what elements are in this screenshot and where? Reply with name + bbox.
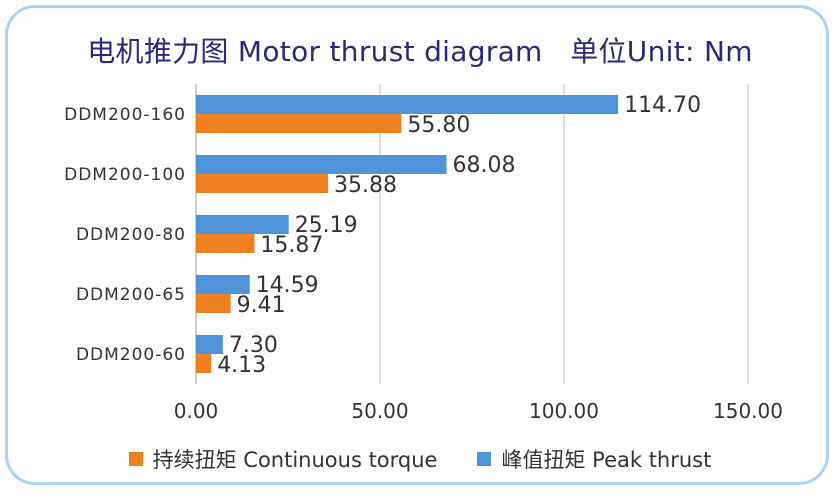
data-label-continuous: 9.41: [237, 293, 286, 318]
bar-peak: [196, 335, 223, 354]
legend: 持续扭矩 Continuous torque 峰值扭矩 Peak thrust: [0, 444, 840, 474]
bar-peak: [196, 215, 289, 234]
x-tick-label: 100.00: [529, 399, 599, 423]
bar-peak: [196, 95, 619, 114]
data-label-continuous: 15.87: [260, 233, 323, 258]
x-tick-label: 50.00: [351, 399, 408, 423]
legend-label-continuous: 持续扭矩 Continuous torque: [152, 448, 438, 472]
legend-label-peak: 峰值扭矩 Peak thrust: [501, 448, 712, 472]
bar-peak: [196, 155, 447, 174]
data-label-peak: 114.70: [624, 93, 701, 118]
legend-item-continuous: 持续扭矩 Continuous torque: [128, 444, 438, 474]
legend-item-peak: 峰值扭矩 Peak thrust: [477, 444, 711, 474]
data-label-peak: 68.08: [453, 153, 516, 178]
legend-swatch-continuous: [128, 452, 143, 466]
bar-continuous: [196, 294, 231, 313]
category-label: DDM200-160: [64, 105, 186, 125]
category-label: DDM200-65: [76, 285, 186, 305]
data-label-peak: 7.30: [229, 333, 278, 358]
bar-continuous: [196, 114, 402, 133]
category-label: DDM200-80: [76, 225, 186, 245]
bar-continuous: [196, 354, 212, 373]
data-label-continuous: 55.80: [407, 113, 470, 138]
x-tick-label: 0.00: [174, 399, 219, 423]
category-label: DDM200-60: [76, 345, 186, 365]
category-label: DDM200-100: [64, 165, 186, 185]
chart-frame: [5, 5, 829, 485]
bar-peak: [196, 275, 250, 294]
chart-title: 电机推力图 Motor thrust diagram 单位Unit: Nm: [87, 35, 753, 68]
x-tick-label: 150.00: [713, 399, 783, 423]
data-label-continuous: 35.88: [334, 173, 397, 198]
data-label-peak: 14.59: [256, 273, 319, 298]
data-label-continuous: 4.13: [217, 353, 266, 378]
legend-swatch-peak: [477, 452, 492, 466]
bar-continuous: [196, 174, 329, 193]
bar-continuous: [196, 234, 255, 253]
data-label-peak: 25.19: [295, 213, 358, 238]
